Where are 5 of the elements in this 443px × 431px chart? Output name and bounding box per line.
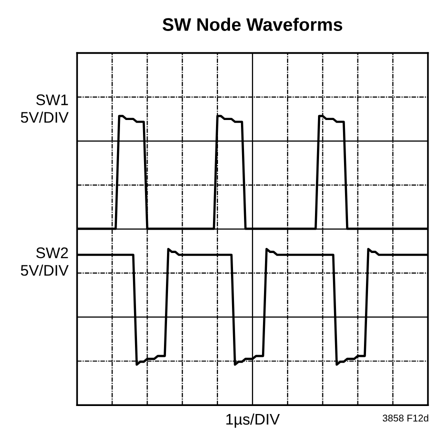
- text: SW1 5V/DIV: [20, 94, 69, 123]
- text: 3858 F12d: [382, 414, 428, 422]
- chart-title: SW Node Waveforms: [162, 18, 342, 31]
- text: SW2 5V/DIV: [20, 247, 69, 276]
- x-axis-title: 1µs/DIV: [226, 413, 280, 428]
